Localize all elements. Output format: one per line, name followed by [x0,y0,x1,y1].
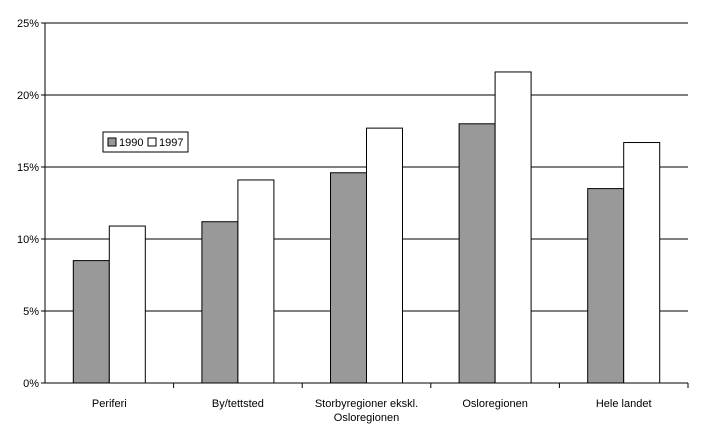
y-axis-ticks: 0% 5% 10% 15% 20% 25% [17,18,45,390]
category-label: Storbyregioner ekskl. [315,398,418,410]
bar-1990-0 [72,260,110,384]
bar-1997-3 [494,71,532,384]
y-tick-label: 25% [17,18,39,30]
bars [72,71,661,384]
bar-1997-0 [108,225,146,384]
bar-1997-2 [366,127,403,384]
bar-1997-1 [237,179,275,384]
y-tick-label: 10% [17,234,39,246]
category-label: Osloregionen [334,412,399,424]
category-label: Osloregionen [462,398,527,410]
bar-1990-1 [201,221,239,384]
y-tick-label: 20% [17,90,39,102]
bar-1990-4 [587,188,625,384]
y-tick-label: 5% [23,306,39,318]
category-label: By/tettsted [212,398,264,410]
y-tick-label: 15% [17,162,39,174]
category-label: Hele landet [596,398,652,410]
bar-1990-3 [458,123,496,384]
legend-box [102,131,189,153]
legend-swatch-1997 [147,137,157,147]
bar-1997-4 [623,142,661,384]
y-tick-label: 0% [23,378,39,390]
legend-label-1997: 1997 [159,137,183,149]
legend-label-1990: 1990 [119,137,143,149]
legend-swatch-1990 [107,137,117,147]
category-label: Periferi [92,398,127,410]
bar-1990-2 [330,172,367,384]
x-axis-labels: Periferi By/tettsted Storbyregioner ekskl.… [92,398,652,424]
legend: 1990 1997 [102,131,189,153]
axes [44,23,689,388]
